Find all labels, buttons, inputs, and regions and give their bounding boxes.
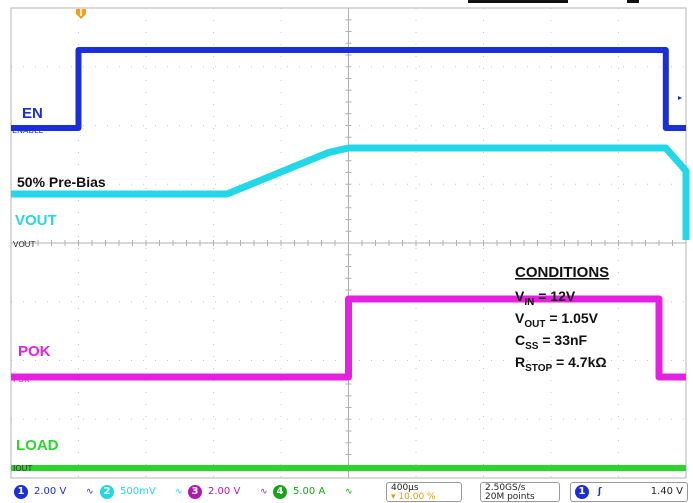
status-bar: 1 2.00 V ∿ 2 500mV ∿ 3 2.00 V ∿ 4 5.00 A ∿ 4… <box>0 481 693 503</box>
vout-ref-label: VOUT <box>13 240 35 249</box>
title-fragment <box>468 0 568 3</box>
trigger-position-readout: ▾ 10.00 % <box>391 493 457 502</box>
timebase-value: 400µs <box>391 483 419 493</box>
channel-1-setting[interactable]: 1 2.00 V <box>14 484 66 500</box>
iout-ref-label: IOUT <box>13 464 33 473</box>
trigger-level-marker-icon <box>678 96 682 100</box>
traces <box>11 47 690 471</box>
channel-3-bw-icon: ∿ <box>260 486 268 496</box>
condition-rstop: RSTOP = 4.7kΩ <box>515 354 607 374</box>
en-ref-label: ENABLE <box>12 126 44 135</box>
channel-4-setting[interactable]: 4 5.00 A <box>273 484 325 500</box>
channel-4-scale: 5.00 A <box>293 486 326 497</box>
sample-rate: 2.50GS/s <box>485 483 526 493</box>
trigger-position-icon: ▾ <box>391 492 396 502</box>
record-length: 20M points <box>485 492 535 502</box>
channel-1-badge: 1 <box>14 485 28 499</box>
plot-background <box>0 0 693 481</box>
channel-2-scale: 500mV <box>120 486 156 497</box>
trigger-channel-badge: 1 <box>575 485 589 499</box>
trigger-position-marker-icon <box>76 9 86 19</box>
conditions-heading: CONDITIONS <box>515 264 609 281</box>
channel-3-setting[interactable]: 3 2.00 V <box>188 484 240 500</box>
trace-pok <box>11 295 686 381</box>
acquisition-box[interactable]: 2.50GS/s 20M points <box>480 482 560 502</box>
condition-vout: VOUT = 1.05V <box>515 310 599 330</box>
vout-channel-name: VOUT <box>15 212 57 229</box>
title-fragment-2 <box>627 0 639 3</box>
channel-3-scale: 2.00 V <box>208 486 241 497</box>
graticule <box>10 7 687 479</box>
trigger-position-value: 10.00 % <box>398 492 436 502</box>
channel-4-bw-icon: ∿ <box>345 486 353 496</box>
trigger-box[interactable]: 1 ʃ 1.40 V <box>570 482 688 502</box>
rising-edge-icon: ʃ <box>597 487 602 497</box>
channel-1-bw-icon: ∿ <box>86 486 94 496</box>
trace-vout <box>11 144 690 243</box>
channel-4-badge: 4 <box>273 485 287 499</box>
trace-en <box>11 47 686 131</box>
prebias-annotation: 50% Pre-Bias <box>17 174 106 190</box>
channel-3-badge: 3 <box>188 485 202 499</box>
channel-2-bw-icon: ∿ <box>175 486 183 496</box>
load-channel-name: LOAD <box>16 437 59 454</box>
condition-css: CSS = 33nF <box>515 332 588 352</box>
channel-2-setting[interactable]: 2 500mV <box>100 484 156 500</box>
en-channel-name: EN <box>22 105 43 122</box>
channel-2-badge: 2 <box>100 485 114 499</box>
timebase-box[interactable]: 400µs ▾ 10.00 % <box>386 482 462 502</box>
channel-1-scale: 2.00 V <box>34 486 67 497</box>
plot-frame <box>10 7 687 479</box>
pok-ref-label: POK <box>13 375 30 384</box>
pok-channel-name: POK <box>18 343 51 360</box>
trigger-level: 1.40 V <box>650 486 683 497</box>
condition-vin: VIN = 12V <box>515 288 576 308</box>
